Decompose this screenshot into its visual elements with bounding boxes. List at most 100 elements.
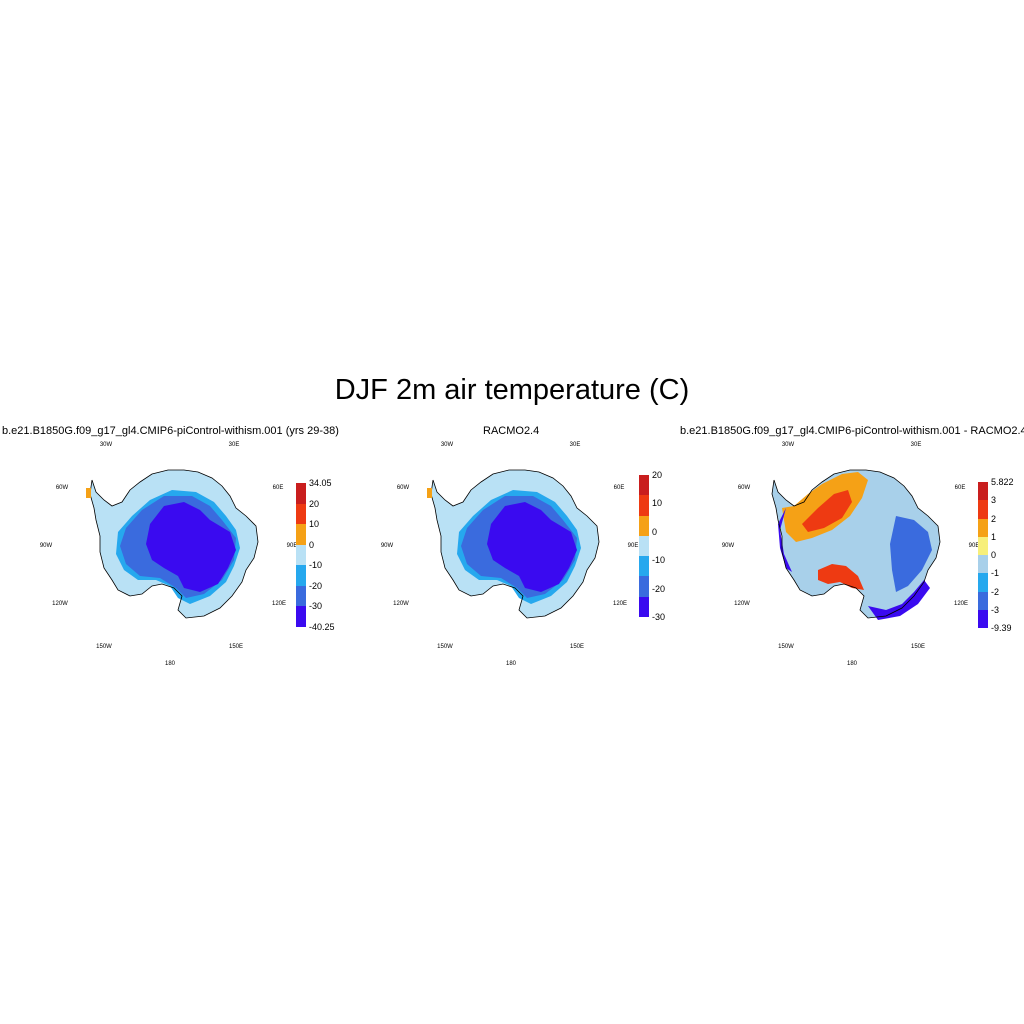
panel-title: RACMO2.4 [483,425,540,437]
antarctica-map [86,469,259,619]
colorbar-swatch [296,565,306,586]
coastline [89,469,259,619]
cold-anomaly-peninsula [778,508,792,572]
colorbar-tick-label: -20 [309,580,323,591]
panel-difference: b.e21.B1850G.f09_g17_gl4.CMIP6-piControl… [680,420,1024,680]
colorbar-tick-label: 10 [652,498,663,509]
colorbar-tick-label: 1 [991,531,997,542]
longitude-label: 120W [393,601,409,607]
colorbar-swatch [296,544,306,566]
colorbar-swatch [639,475,649,496]
panel-title: b.e21.B1850G.f09_g17_gl4.CMIP6-piControl… [680,425,1024,437]
antarctica-map [771,469,941,620]
colorbar-swatch [296,483,306,504]
colorbar-swatch [978,518,988,537]
longitude-label: 60E [954,485,966,491]
longitude-label: 180 [846,661,858,667]
colorbar-swatch [978,555,988,574]
panel-racmo: RACMO2.4 30W 30E 60W 60E 90W 90E 120W 120E 150W 1… [341,420,682,680]
coastline [771,469,941,619]
colorbar-tick-label: -2 [991,586,1000,597]
longitude-label: 120E [271,601,287,607]
longitude-label: 30E [569,442,581,448]
antarctica-map [427,469,600,619]
longitude-label: 120W [52,601,68,607]
colorbar-tick-label: 34.05 [309,478,332,488]
colorbar-tick-label: 10 [309,519,320,530]
cold-anomaly-east [890,516,932,592]
colorbar-swatch [296,503,306,525]
colorbar-tick-label: -30 [309,601,323,612]
panel-model: b.e21.B1850G.f09_g17_gl4.CMIP6-piControl… [0,420,341,680]
colorbar-swatch [639,535,649,557]
colorbar-tick-label: 0 [309,539,315,550]
warm-anomaly-core [802,490,852,532]
colorbar-tick-label: 0 [991,550,997,560]
peninsula-tip [86,488,91,498]
colorbar [978,482,988,628]
longitude-label: 90E [286,543,298,549]
cold-anomaly-coast [868,580,930,620]
figure-title: DJF 2m air temperature (C) [334,374,690,406]
longitude-label: 120W [734,601,750,607]
colorbar-tick-label: 3 [991,495,997,506]
panel-title: b.e21.B1850G.f09_g17_gl4.CMIP6-piControl… [2,425,339,437]
longitude-label: 120E [612,601,628,607]
longitude-label: 150W [96,644,112,650]
colorbar [639,475,649,617]
ice-plateau-region [487,502,577,592]
colorbar-swatch [978,591,988,610]
colorbar-tick-label: -30 [652,612,666,622]
colorbar-tick-label: -20 [652,583,666,594]
longitude-label: 30E [910,442,922,448]
colorbar-tick-label: -10 [309,560,323,571]
colorbar-swatch [639,495,649,516]
longitude-label: 30E [228,442,240,448]
longitude-label: 30W [99,442,113,448]
colorbar-swatch [978,536,988,555]
longitude-label: 90E [627,543,639,549]
colorbar-swatch [639,596,649,617]
longitude-label: 60E [613,485,625,491]
colorbar-tick-label: 0 [652,526,658,537]
longitude-label: 180 [164,661,176,667]
longitude-label: 60W [396,485,410,491]
colorbar-tick-label: -9.39 [991,623,1012,633]
colorbar-tick-label: 20 [309,498,320,509]
longitude-label: 60E [272,485,284,491]
colorbar [296,483,306,627]
longitude-label: 30W [781,442,795,448]
longitude-label: 60W [55,485,69,491]
longitude-label: 150E [569,644,585,650]
longitude-label: 180 [505,661,517,667]
colorbar-swatch [296,524,306,545]
warm-anomaly-ross [818,564,864,590]
longitude-label: 150E [910,644,926,650]
longitude-label: 90W [39,543,53,549]
colorbar-tick-label: -10 [652,555,666,566]
longitude-label: 60W [737,485,751,491]
colorbar-swatch [978,573,988,592]
longitude-label: 150W [437,644,453,650]
longitude-label: 90W [380,543,394,549]
colorbar-swatch [296,606,306,627]
colorbar-tick-label: 5.822 [991,477,1014,487]
colorbar-tick-label: -40.25 [309,622,335,632]
colorbar-tick-label: 2 [991,513,997,524]
colorbar-swatch [978,609,988,628]
longitude-label: 120E [953,601,969,607]
colorbar-tick-label: -3 [991,604,1000,615]
peninsula-tip [427,488,432,498]
coastline [430,469,600,619]
colorbar-tick-label: -1 [991,568,1000,579]
longitude-label: 90W [721,543,735,549]
longitude-label: 150W [778,644,794,650]
longitude-label: 30W [440,442,454,448]
colorbar-swatch [978,500,988,519]
colorbar-swatch [639,515,649,536]
longitude-label: 90E [968,543,980,549]
ice-plateau-region [146,502,236,592]
colorbar-swatch [296,585,306,607]
colorbar-swatch [639,576,649,597]
longitude-label: 150E [228,644,244,650]
